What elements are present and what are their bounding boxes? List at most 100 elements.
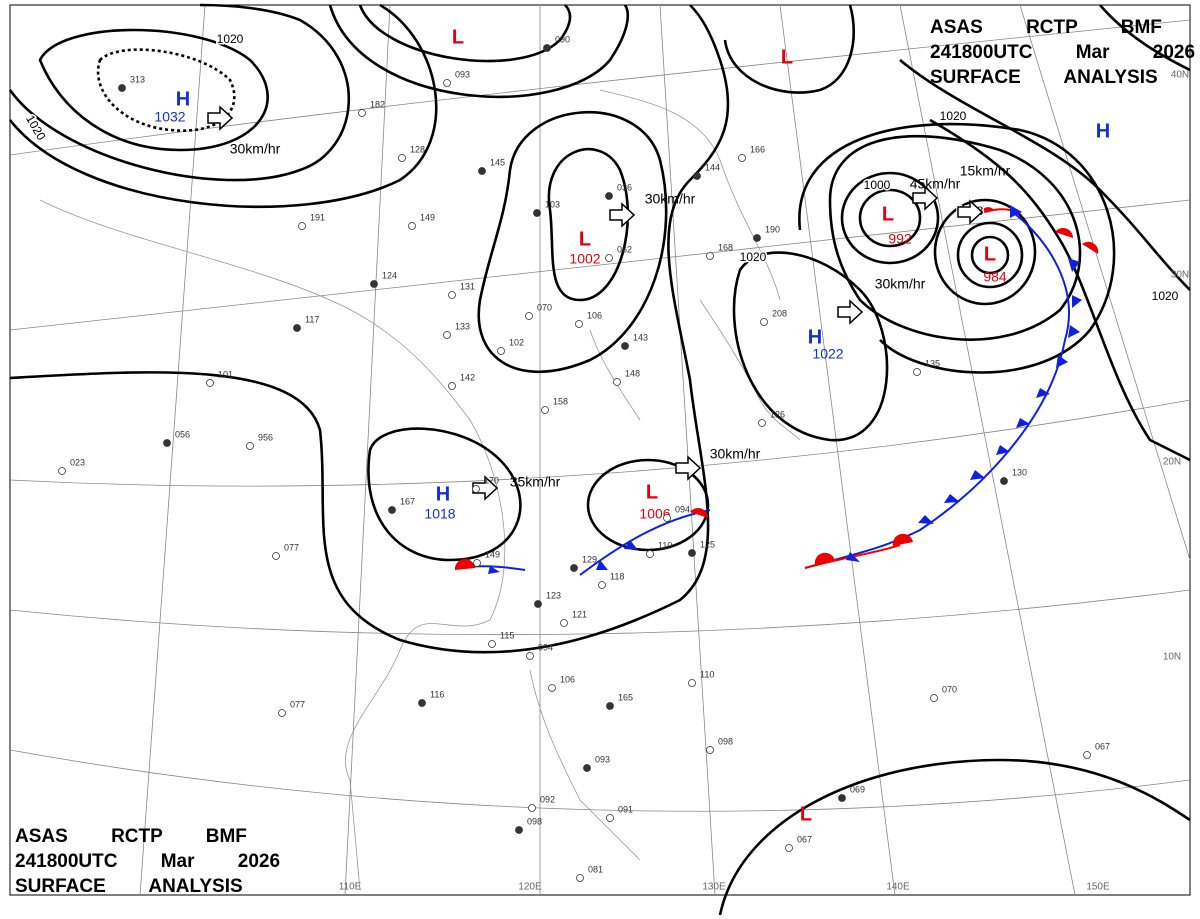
- station-circle: [478, 167, 486, 175]
- station-circle: [118, 84, 126, 92]
- station-circle: [534, 600, 542, 608]
- station-circle: [443, 79, 451, 87]
- station-pressure: 126: [770, 409, 785, 419]
- station-pressure: 144: [705, 162, 720, 172]
- station-pressure: 148: [625, 368, 640, 378]
- station-circle: [583, 764, 591, 772]
- station-circle: [576, 874, 584, 882]
- motion-arrow: [957, 199, 984, 225]
- station-circle: [58, 467, 66, 475]
- motion-label: 30km/hr: [875, 276, 926, 292]
- station-pressure: 098: [718, 736, 733, 746]
- isobar-label: 1020: [740, 250, 767, 264]
- station-circle: [570, 564, 578, 572]
- station-circle: [206, 379, 214, 387]
- isobar-label: 1020: [940, 109, 967, 123]
- longitude-label: 120E: [518, 882, 542, 893]
- station-pressure: 070: [537, 302, 552, 312]
- longitude-label: 150E: [1086, 882, 1110, 893]
- station-pressure: 167: [400, 496, 415, 506]
- center-pressure: 1022: [812, 346, 843, 362]
- station-circle: [706, 252, 714, 260]
- station-circle: [497, 347, 505, 355]
- station-circle: [370, 280, 378, 288]
- station-pressure: 098: [527, 816, 542, 826]
- center-symbol: H: [808, 326, 822, 348]
- station-circle: [738, 154, 746, 162]
- center-symbol: L: [781, 46, 793, 68]
- station-pressure: 023: [70, 457, 85, 467]
- station-circle: [398, 154, 406, 162]
- station-circle: [1083, 751, 1091, 759]
- station-pressure: 128: [410, 144, 425, 154]
- station-circle: [760, 318, 768, 326]
- station-pressure: 125: [700, 539, 715, 549]
- isobars: [8, 3, 1191, 916]
- station-circle: [246, 442, 254, 450]
- center-symbol: L: [800, 803, 812, 825]
- center-symbol: L: [579, 228, 591, 250]
- motion-arrow: [609, 202, 636, 228]
- station-pressure: 106: [560, 674, 575, 684]
- longitude-label: 140E: [886, 882, 910, 893]
- motion-label: 30km/hr: [710, 446, 761, 462]
- station-pressure: 124: [382, 270, 397, 280]
- station-pressure: 070: [942, 684, 957, 694]
- station-circle: [525, 312, 533, 320]
- station-pressure: 117: [305, 314, 319, 324]
- station-circle: [706, 746, 714, 754]
- center-symbol: L: [882, 203, 894, 225]
- center-pressure: 992: [888, 231, 912, 247]
- header-line: SURFACE ANALYSIS: [15, 876, 243, 897]
- motion-arrow: [207, 105, 234, 131]
- station-circle: [605, 254, 613, 262]
- station-pressure: 191: [310, 212, 325, 222]
- station-circle: [913, 368, 921, 376]
- station-pressure: 190: [765, 224, 780, 234]
- station-circle: [753, 234, 761, 242]
- header-line: ASAS RCTP BMF: [15, 826, 247, 847]
- latitude-label: 10N: [1163, 652, 1181, 663]
- motion-label: 30km/hr: [230, 141, 281, 157]
- station-circle: [930, 694, 938, 702]
- header-line: ASAS RCTP BMF: [930, 17, 1162, 38]
- station-circle: [785, 844, 793, 852]
- station-circle: [388, 506, 396, 514]
- center-pressure: 1006: [639, 506, 670, 522]
- station-pressure: 118: [610, 571, 624, 581]
- station-pressure: 067: [1095, 741, 1110, 751]
- latitude-label: 30N: [1171, 270, 1189, 281]
- center-pressure: 1018: [424, 506, 455, 522]
- station-pressure: 069: [850, 784, 865, 794]
- motion-arrow: [837, 299, 864, 325]
- isobar-label: 1020: [217, 32, 244, 46]
- station-pressure: 121: [572, 609, 587, 619]
- station-pressure: 062: [617, 244, 632, 254]
- station-circle: [663, 514, 671, 522]
- motion-label: 45km/hr: [910, 176, 961, 192]
- center-symbol: H: [1096, 120, 1110, 142]
- station-pressure: 094: [675, 504, 690, 514]
- station-pressure: 056: [175, 429, 190, 439]
- station-circle: [548, 684, 556, 692]
- station-circle: [408, 222, 416, 230]
- station-circle: [358, 109, 366, 117]
- latitude-label: 20N: [1163, 457, 1181, 468]
- station-pressure: 067: [797, 834, 812, 844]
- station-circle: [598, 581, 606, 589]
- station-circle: [560, 619, 568, 627]
- station-circle: [1000, 477, 1008, 485]
- station-circle: [293, 324, 301, 332]
- station-pressure: 115: [500, 630, 514, 640]
- station-circle: [163, 439, 171, 447]
- isobar-label: 1000: [864, 178, 891, 192]
- station-circle: [472, 485, 480, 493]
- station-circle: [278, 709, 286, 717]
- station-pressure: 090: [555, 34, 570, 44]
- station-pressure: 106: [587, 310, 602, 320]
- fronts: [454, 205, 1099, 576]
- station-circle: [838, 794, 846, 802]
- longitude-label: 110E: [339, 882, 362, 893]
- station-circle: [528, 804, 536, 812]
